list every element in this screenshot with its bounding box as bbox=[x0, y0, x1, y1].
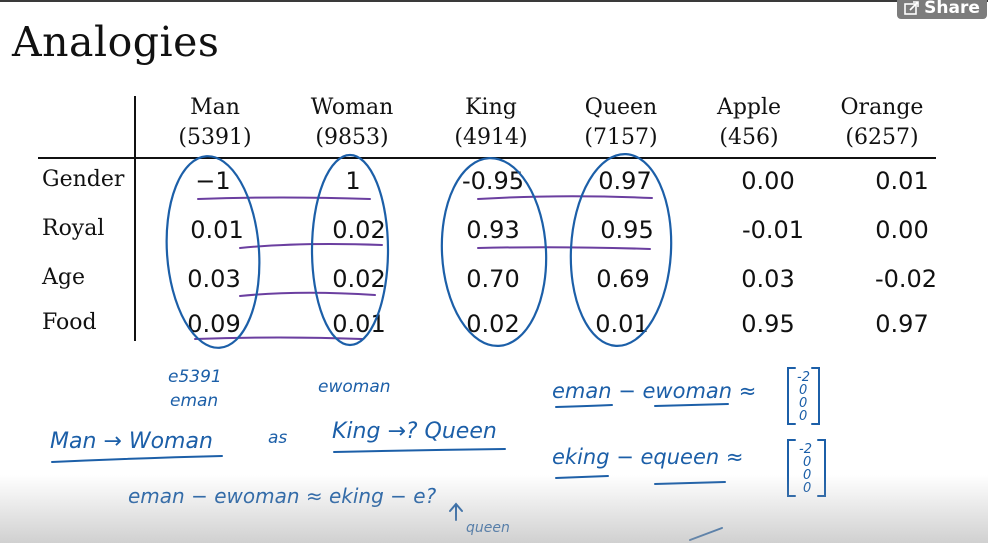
column-header-queen: Queen (7157) bbox=[561, 93, 681, 153]
table-cell: 0.02 bbox=[332, 265, 386, 293]
vec2-entry: 0 bbox=[803, 455, 811, 470]
row-label-gender: Gender bbox=[42, 167, 125, 192]
column-header-woman: Woman (9853) bbox=[292, 93, 412, 153]
video-bottom-shade bbox=[0, 475, 988, 543]
column-index: (6257) bbox=[845, 125, 919, 150]
column-index: (5391) bbox=[178, 125, 252, 150]
table-cell: 0.00 bbox=[741, 167, 795, 195]
table-cell: 0.95 bbox=[600, 216, 654, 244]
row-label-royal: Royal bbox=[42, 216, 105, 241]
table-cell: 0.01 bbox=[332, 310, 386, 338]
vec2-entry: -2 bbox=[799, 442, 812, 457]
table-cell: 1 bbox=[345, 167, 361, 195]
note-eman-minus-ewoman: eman − ewoman ≈ bbox=[552, 379, 756, 403]
table-cell: 0.01 bbox=[875, 167, 929, 195]
note-man-to-woman: Man → Woman bbox=[50, 429, 213, 454]
top-border bbox=[0, 0, 988, 2]
note-king-to-queen: King →? Queen bbox=[332, 419, 497, 444]
table-cell: 0.97 bbox=[875, 310, 929, 338]
note-e5391: e5391 bbox=[168, 367, 222, 387]
vec1-entry: 0 bbox=[799, 409, 807, 424]
underline-equeen bbox=[654, 481, 726, 485]
column-header-man: Man (5391) bbox=[155, 93, 275, 153]
table-cell: 0.03 bbox=[187, 265, 241, 293]
column-word: Woman bbox=[310, 95, 394, 120]
column-index: (9853) bbox=[315, 125, 389, 150]
share-button[interactable]: Share bbox=[897, 0, 987, 19]
table-cell: −1 bbox=[195, 167, 231, 195]
table-cell: -0.95 bbox=[461, 167, 525, 195]
vec1-entry: 0 bbox=[799, 396, 807, 411]
vec1-entry: -2 bbox=[797, 370, 810, 385]
row-label-food: Food bbox=[42, 310, 97, 335]
table-cell: -0.02 bbox=[874, 265, 938, 293]
underline-eman bbox=[555, 404, 613, 408]
underline-eking bbox=[555, 475, 609, 479]
column-header-orange: Orange (6257) bbox=[822, 93, 942, 153]
table-cell: 0.01 bbox=[595, 310, 649, 338]
table-cell: 0.09 bbox=[187, 310, 241, 338]
column-index: (4914) bbox=[454, 125, 528, 150]
column-word: King bbox=[465, 95, 517, 120]
table-cell: 0.93 bbox=[466, 216, 520, 244]
column-word: Apple bbox=[716, 95, 782, 120]
column-word: Orange bbox=[840, 95, 924, 120]
underline-gender-king-queen bbox=[477, 195, 653, 200]
note-queen: queen bbox=[466, 520, 510, 536]
note-as: as bbox=[268, 428, 287, 448]
underline-man-woman bbox=[51, 455, 223, 463]
share-icon bbox=[904, 1, 919, 15]
row-label-age: Age bbox=[42, 265, 85, 290]
table-cell: 0.00 bbox=[875, 216, 929, 244]
column-index: (7157) bbox=[584, 125, 658, 150]
vec2-entry: 0 bbox=[803, 481, 811, 496]
table-cell: 0.97 bbox=[598, 167, 652, 195]
note-eking-minus-equeen: eking − equeen ≈ bbox=[552, 445, 743, 469]
note-ewoman: ewoman bbox=[318, 377, 391, 397]
note-analogy-equation: eman − ewoman ≈ eking − e? bbox=[128, 484, 437, 508]
queen-arrow-icon bbox=[449, 502, 463, 521]
table-vertical-rule bbox=[134, 96, 136, 341]
column-header-king: King (4914) bbox=[431, 93, 551, 153]
share-label: Share bbox=[924, 0, 980, 18]
table-cell: 0.95 bbox=[741, 310, 795, 338]
underline-king-queen bbox=[333, 448, 506, 453]
table-cell: 0.02 bbox=[466, 310, 520, 338]
underline-ewoman bbox=[654, 403, 729, 407]
table-cell: 0.01 bbox=[190, 216, 244, 244]
underline-royal-man-woman bbox=[239, 243, 383, 249]
bracket-vec2 bbox=[787, 439, 826, 497]
table-cell: -0.01 bbox=[741, 216, 805, 244]
column-index: (456) bbox=[719, 125, 779, 150]
column-header-apple: Apple (456) bbox=[689, 93, 809, 153]
underline-royal-king-queen bbox=[477, 246, 651, 250]
table-cell: 0.02 bbox=[332, 216, 386, 244]
table-horizontal-rule bbox=[38, 157, 936, 159]
vec1-entry: 0 bbox=[799, 383, 807, 398]
note-eman: eman bbox=[170, 391, 218, 411]
column-word: Man bbox=[190, 95, 240, 120]
bracket-vec1 bbox=[787, 367, 820, 425]
column-word: Queen bbox=[584, 95, 658, 120]
underline-gender-man-woman bbox=[197, 196, 371, 200]
underline-age-man-woman bbox=[239, 291, 376, 297]
pen-mark bbox=[689, 527, 723, 541]
table-cell: 0.69 bbox=[596, 265, 650, 293]
vec2-entry: 0 bbox=[803, 468, 811, 483]
slide-title: Analogies bbox=[12, 18, 220, 66]
table-cell: 0.70 bbox=[466, 265, 520, 293]
table-cell: 0.03 bbox=[741, 265, 795, 293]
